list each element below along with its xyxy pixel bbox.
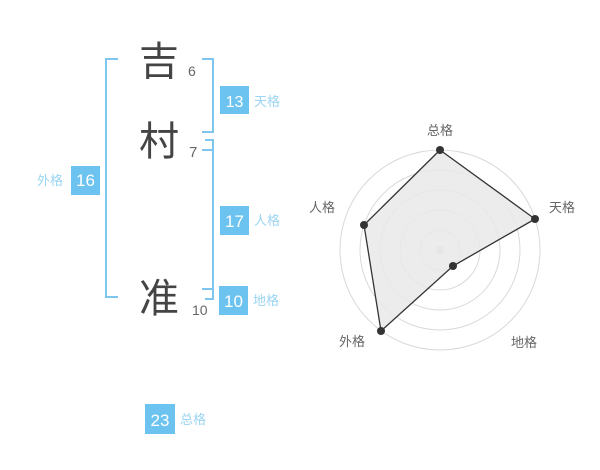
svg-text:外格: 外格 xyxy=(37,173,63,188)
svg-text:13: 13 xyxy=(226,94,244,111)
svg-text:人格: 人格 xyxy=(254,213,280,228)
svg-text:7: 7 xyxy=(189,144,197,161)
svg-text:外格: 外格 xyxy=(339,334,365,349)
svg-text:16: 16 xyxy=(76,171,95,190)
svg-text:吉: 吉 xyxy=(139,40,179,84)
svg-text:地格: 地格 xyxy=(511,335,537,350)
svg-text:准: 准 xyxy=(139,277,179,321)
svg-text:23: 23 xyxy=(151,411,170,430)
svg-text:10: 10 xyxy=(192,302,208,318)
svg-text:村: 村 xyxy=(139,120,179,164)
svg-text:天格: 天格 xyxy=(254,94,280,109)
svg-text:10: 10 xyxy=(224,292,243,311)
svg-text:总格: 总格 xyxy=(427,123,453,138)
svg-text:人格: 人格 xyxy=(309,200,335,215)
svg-text:总格: 总格 xyxy=(180,412,206,427)
svg-text:17: 17 xyxy=(225,212,244,231)
svg-text:地格: 地格 xyxy=(253,293,279,308)
svg-text:6: 6 xyxy=(188,63,196,79)
svg-text:天格: 天格 xyxy=(549,200,575,215)
